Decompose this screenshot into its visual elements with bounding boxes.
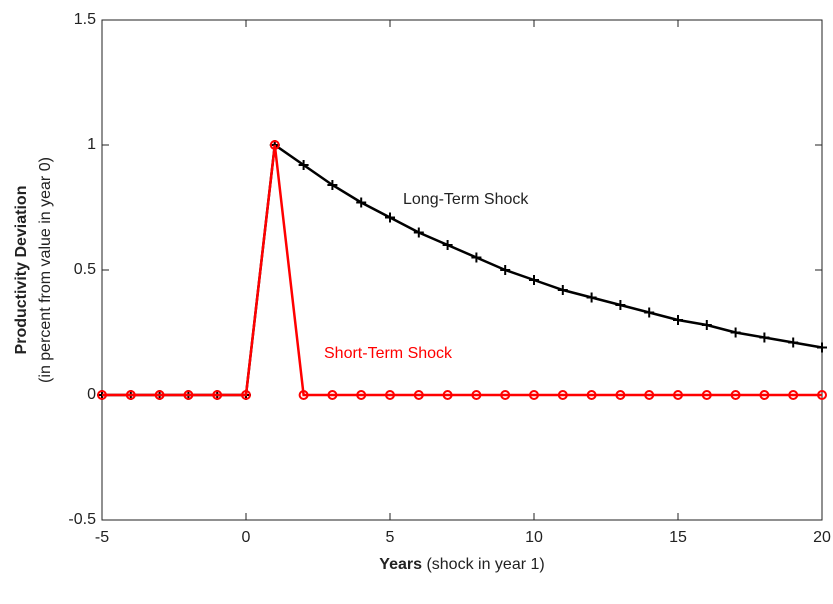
marker <box>817 342 827 353</box>
marker <box>241 390 251 400</box>
marker <box>529 390 539 400</box>
series-line <box>102 142 823 397</box>
marker <box>817 390 827 400</box>
marker <box>212 390 223 400</box>
annotation: Short-Term Shock <box>324 345 453 362</box>
marker <box>125 390 136 400</box>
x-axis-label-rest: (shock in year 1) <box>422 556 545 573</box>
marker <box>730 327 741 338</box>
marker <box>327 180 338 190</box>
x-tick-label: 10 <box>525 529 543 546</box>
marker <box>701 390 712 400</box>
marker <box>701 320 712 330</box>
y-axis-label: Productivity Deviation <box>13 186 30 355</box>
marker <box>529 275 539 285</box>
y-tick-label: 0 <box>87 386 96 403</box>
x-axis-label: Years (shock in year 1) <box>379 556 544 573</box>
marker <box>298 390 309 400</box>
x-tick-label: -5 <box>95 529 109 546</box>
y-tick-label: 0.5 <box>74 261 96 278</box>
marker <box>500 390 511 400</box>
marker <box>471 390 482 400</box>
marker <box>471 252 482 263</box>
marker <box>759 332 770 343</box>
marker <box>557 285 568 295</box>
marker <box>356 197 367 208</box>
marker <box>442 390 453 400</box>
x-tick-label: 5 <box>386 529 395 546</box>
annotation: Long-Term Shock <box>403 191 529 208</box>
marker <box>586 390 597 400</box>
y-axis-label: (in percent from value in year 0) <box>37 157 54 383</box>
marker <box>500 265 511 275</box>
marker <box>673 315 683 325</box>
marker <box>788 390 799 400</box>
marker <box>586 292 597 303</box>
marker <box>183 390 194 400</box>
marker <box>442 240 453 250</box>
series-line <box>102 144 822 397</box>
marker <box>788 337 799 348</box>
marker <box>327 390 338 400</box>
marker <box>356 390 367 400</box>
x-tick-label: 0 <box>242 529 251 546</box>
marker <box>385 390 395 400</box>
marker <box>644 307 655 318</box>
marker <box>97 390 107 400</box>
marker <box>644 390 655 400</box>
marker <box>673 390 683 400</box>
y-tick-label: 1.5 <box>74 11 96 28</box>
x-tick-label: 20 <box>813 529 831 546</box>
marker <box>298 160 309 170</box>
marker <box>557 390 568 400</box>
marker <box>413 227 424 238</box>
marker <box>615 300 626 310</box>
marker <box>385 212 395 223</box>
y-tick-label: -0.5 <box>68 511 96 528</box>
marker <box>730 390 741 400</box>
x-tick-label: 15 <box>669 529 687 546</box>
plot-frame <box>101 19 823 521</box>
marker <box>413 390 424 400</box>
x-axis-label-bold: Years <box>379 556 422 573</box>
y-tick-label: 1 <box>87 136 96 153</box>
marker <box>615 390 626 400</box>
marker <box>759 390 770 400</box>
marker <box>269 140 280 150</box>
marker <box>154 390 165 400</box>
